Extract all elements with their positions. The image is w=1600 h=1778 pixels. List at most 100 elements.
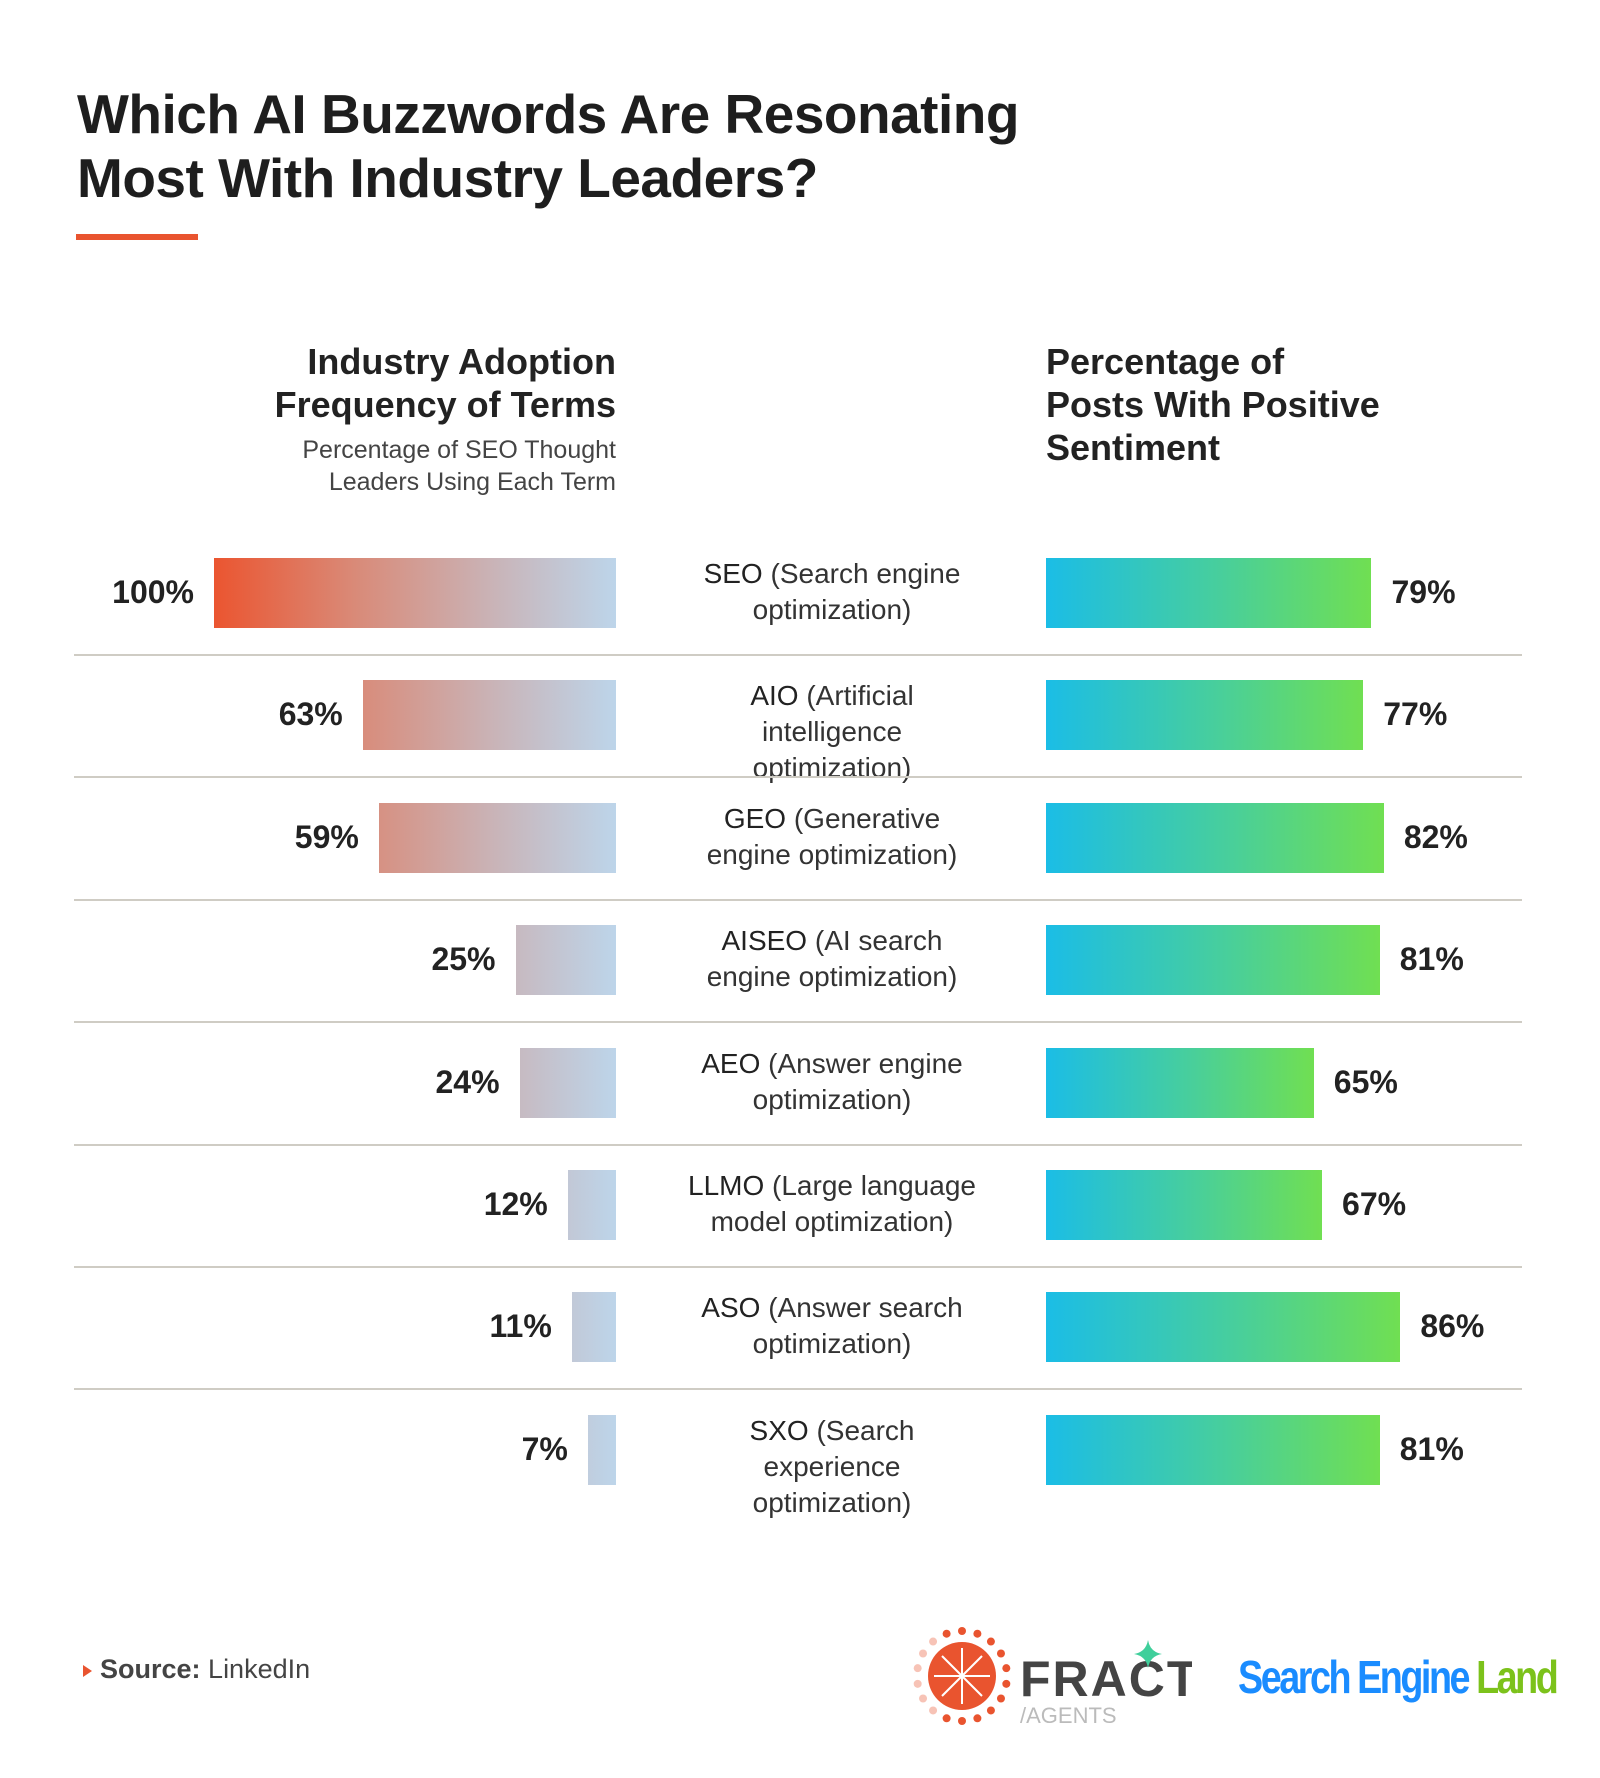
sel-wordmark-green: Land [1476, 1651, 1559, 1703]
logo-dot [958, 1717, 966, 1725]
sentiment-bar [1046, 1292, 1401, 1363]
adoption-value-label: 24% [435, 1063, 500, 1100]
sentiment-bar [1046, 680, 1364, 751]
sentiment-bar [1046, 1170, 1323, 1240]
right-series-title: Percentage of Posts With Positive Sentim… [1046, 340, 1506, 469]
logo-dot [958, 1627, 966, 1635]
sentiment-value-label: 65% [1333, 1063, 1398, 1100]
sentiment-value-label: 77% [1383, 696, 1448, 733]
adoption-value-label: 12% [483, 1186, 548, 1222]
logo-dot [913, 1679, 922, 1688]
logo-dot [1002, 1664, 1011, 1673]
left-subtitle-line: Leaders Using Each Term [328, 468, 616, 496]
chart-title: Which AI Buzzwords Are Resonating Most W… [77, 82, 1019, 210]
right-title-line: Posts With Positive [1046, 384, 1380, 425]
logo-dot [929, 1706, 938, 1715]
logo-dot [1002, 1679, 1011, 1688]
chart-row: 59% GEO (Generative engine optimization) 8… [0, 802, 1600, 925]
right-title-line: Percentage of [1046, 341, 1285, 382]
triangle-bullet-icon [83, 1664, 92, 1677]
adoption-value-label: 100% [112, 574, 194, 610]
chart-row: 11% ASO (Answer search optimization) 86% [0, 1292, 1600, 1414]
term-description: (Answer engine optimization) [752, 1047, 963, 1115]
chart-row: 7% SXO (Search experience optimization) 81… [0, 1413, 1600, 1537]
term-description: (Answer search optimization) [752, 1292, 963, 1360]
adoption-bar [587, 1414, 616, 1485]
term-description: (Search experience optimization) [752, 1414, 915, 1518]
title-underline [76, 234, 198, 240]
term-label: AISEO (AI search engine optimization) [632, 923, 1032, 995]
row-divider [74, 1266, 1522, 1268]
logo-dot [996, 1649, 1005, 1658]
sentiment-value-label: 82% [1403, 818, 1468, 855]
chart-row: 25% AISEO (AI search engine optimization)… [0, 925, 1600, 1047]
sel-wordmark-blue: Search Engine [1238, 1651, 1471, 1703]
left-series-subtitle: Percentage of SEO Thought Leaders Using … [116, 434, 616, 498]
sentiment-bar [1046, 925, 1380, 996]
adoption-bar [214, 558, 616, 628]
sentiment-value-label: 81% [1399, 1430, 1464, 1467]
term-label: SEO (Search engine optimization) [632, 556, 1032, 628]
logo-dot [942, 1629, 951, 1638]
sentiment-value-label: 86% [1420, 1308, 1485, 1345]
chart-row: 24% AEO (Answer engine optimization) 65% [0, 1047, 1600, 1170]
title-line-2: Most With Industry Leaders? [77, 147, 818, 209]
sentiment-value-label: 81% [1399, 941, 1464, 978]
left-title-line: Frequency of Terms [274, 384, 616, 425]
row-divider [74, 654, 1522, 656]
left-title-line: Industry Adoption [307, 341, 616, 382]
adoption-bar [519, 1047, 616, 1118]
logo-dot [919, 1694, 928, 1703]
term-abbr: AIO [750, 680, 799, 712]
term-description: (Generative engine optimization) [706, 802, 958, 870]
fractl-wordmark: FRACTL [1020, 1651, 1192, 1707]
term-description: (Search engine optimization) [752, 558, 961, 625]
term-label: AIO (Artificial intelligence optimizatio… [632, 678, 1032, 786]
left-subtitle-line: Percentage of SEO Thought [302, 436, 616, 464]
search-engine-land-logo: Search Engine Land [1238, 1650, 1559, 1704]
source-value: LinkedIn [208, 1654, 311, 1684]
term-label: LLMO (Large language model optimization) [632, 1168, 1032, 1240]
adoption-value-label: 25% [431, 941, 496, 978]
logo-dot [929, 1637, 938, 1646]
fractl-subwordmark: /AGENTS [1020, 1703, 1117, 1728]
chart-row: 12% LLMO (Large language model optimizati… [0, 1170, 1600, 1292]
chart-row: 100% SEO (Search engine optimization) 79% [0, 558, 1600, 680]
logo-dot [986, 1706, 995, 1715]
adoption-bar [571, 1292, 616, 1363]
logo-dot [996, 1694, 1005, 1703]
adoption-bar [567, 1170, 616, 1240]
left-series-title: Industry Adoption Frequency of Terms [116, 340, 616, 426]
row-divider [74, 1021, 1522, 1024]
term-label: ASO (Answer search optimization) [632, 1290, 1032, 1362]
title-line-1: Which AI Buzzwords Are Resonating [77, 83, 1019, 145]
source-note: Source: LinkedIn [83, 1654, 310, 1685]
row-divider [74, 898, 1522, 901]
sentiment-bar [1046, 802, 1384, 873]
adoption-value-label: 63% [278, 696, 343, 733]
sentiment-value-label: 79% [1391, 574, 1456, 610]
logo-dot [919, 1649, 928, 1658]
term-abbr: AEO [701, 1047, 761, 1079]
row-divider [74, 1143, 1522, 1146]
sentiment-bar [1046, 1414, 1380, 1485]
logo-dot [913, 1664, 922, 1673]
adoption-value-label: 11% [489, 1308, 552, 1345]
term-abbr: SEO [703, 558, 763, 589]
term-label: SXO (Search experience optimization) [632, 1413, 1032, 1521]
term-description: (Large language model optimization) [710, 1170, 976, 1237]
term-abbr: SXO [749, 1414, 809, 1446]
row-divider [74, 1388, 1522, 1391]
sparkle-icon [1134, 1640, 1162, 1668]
adoption-bar [515, 925, 616, 996]
adoption-value-label: 7% [521, 1430, 568, 1467]
sentiment-bar [1046, 1047, 1314, 1118]
adoption-value-label: 59% [294, 818, 359, 855]
term-abbr: GEO [723, 802, 787, 834]
source-label: Source: [100, 1654, 201, 1684]
fractl-snowflake-icon [913, 1627, 1011, 1725]
term-description: (AI search engine optimization) [706, 925, 958, 993]
term-abbr: AISEO [721, 925, 808, 957]
logo-dot [973, 1629, 982, 1638]
sentiment-bar [1046, 558, 1372, 628]
